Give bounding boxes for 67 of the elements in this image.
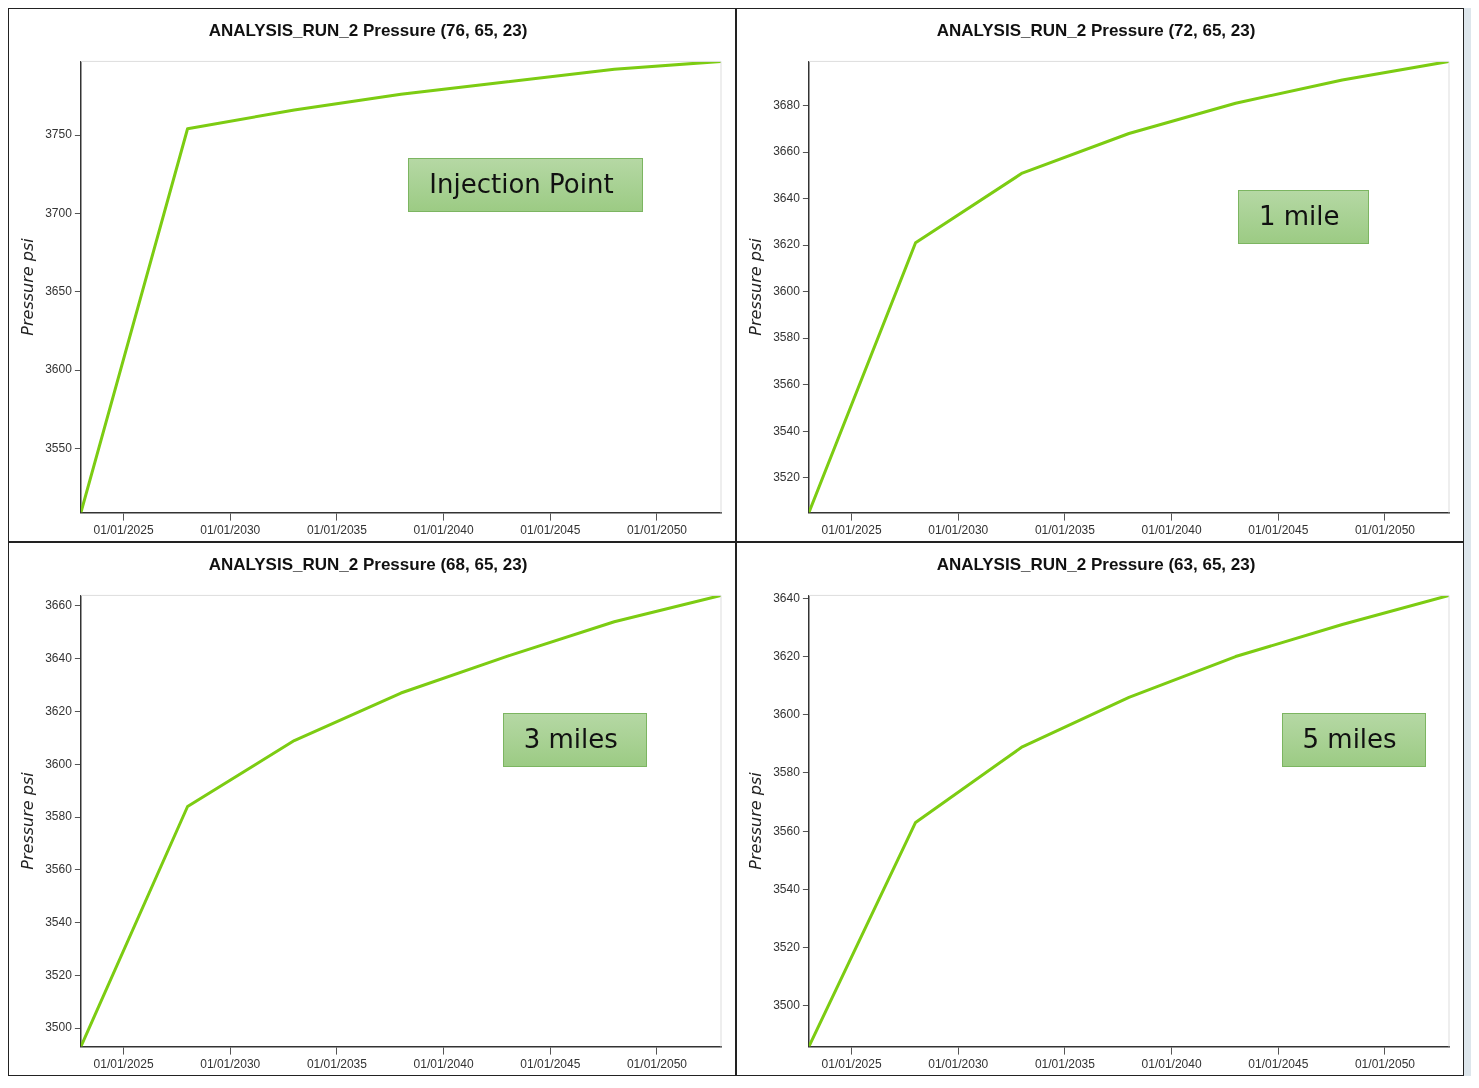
y-tick-label: 3600	[773, 707, 801, 722]
y-tick-label: 3580	[773, 765, 801, 780]
y-axis-title: Pressure psi	[745, 771, 765, 870]
y-axis-title: Pressure psi	[17, 237, 37, 336]
y-tick-label: 3620	[45, 703, 73, 718]
chart-title: ANALYSIS_RUN_2 Pressure (63, 65, 23)	[936, 554, 1256, 574]
y-axis-title: Pressure psi	[17, 771, 37, 870]
chart-title: ANALYSIS_RUN_2 Pressure (68, 65, 23)	[208, 554, 528, 574]
y-tick-label: 3560	[773, 376, 801, 391]
x-tick-label: 01/01/2050	[626, 523, 688, 538]
x-tick-label: 01/01/2035	[306, 523, 368, 538]
y-tick-label: 3560	[773, 823, 801, 838]
y-tick-label: 3600	[773, 283, 801, 298]
x-tick-label: 01/01/2030	[928, 523, 989, 538]
y-tick-label: 3660	[773, 144, 801, 159]
y-tick-label: 3640	[773, 590, 801, 605]
y-tick-label: 3540	[45, 914, 73, 929]
x-tick-label: 01/01/2045	[520, 1057, 581, 1072]
x-tick-label: 01/01/2035	[1034, 523, 1096, 538]
x-tick-label: 01/01/2050	[1354, 1057, 1416, 1072]
x-tick-label: 01/01/2050	[626, 1057, 688, 1072]
y-tick-label: 3600	[45, 756, 73, 771]
x-tick-label: 01/01/2030	[928, 1057, 989, 1072]
annotation: 1 mile	[1237, 189, 1369, 244]
x-tick-label: 01/01/2025	[821, 523, 882, 538]
x-tick-label: 01/01/2040	[413, 523, 474, 538]
y-tick-label: 3620	[773, 237, 801, 252]
x-tick-label: 01/01/2040	[413, 1057, 474, 1072]
chart-title: ANALYSIS_RUN_2 Pressure (76, 65, 23)	[208, 20, 528, 40]
y-tick-label: 3620	[773, 648, 801, 663]
x-tick-label: 01/01/2030	[200, 523, 261, 538]
y-tick-label: 3650	[45, 284, 73, 299]
annotation: 3 miles	[502, 713, 647, 768]
y-tick-label: 3580	[773, 330, 801, 345]
y-tick-label: 3640	[45, 651, 73, 666]
y-tick-label: 3540	[773, 423, 801, 438]
y-tick-label: 3520	[773, 939, 801, 954]
x-tick-label: 01/01/2025	[93, 523, 154, 538]
y-axis-title: Pressure psi	[745, 237, 765, 336]
x-tick-label: 01/01/2045	[520, 523, 581, 538]
x-tick-label: 01/01/2045	[1248, 523, 1309, 538]
y-tick-label: 3600	[45, 362, 73, 377]
y-tick-label: 3680	[773, 97, 801, 112]
y-tick-label: 3660	[45, 598, 73, 613]
x-tick-label: 01/01/2040	[1141, 1057, 1202, 1072]
y-tick-label: 3520	[45, 967, 73, 982]
x-tick-label: 01/01/2025	[821, 1057, 882, 1072]
y-tick-label: 3500	[45, 1020, 73, 1035]
x-tick-label: 01/01/2025	[93, 1057, 154, 1072]
x-tick-label: 01/01/2035	[1034, 1057, 1096, 1072]
annotation: Injection Point	[408, 157, 643, 212]
y-tick-label: 3560	[45, 862, 73, 877]
y-tick-label: 3550	[45, 440, 73, 455]
annotation: 5 miles	[1281, 713, 1426, 768]
x-tick-label: 01/01/2030	[200, 1057, 261, 1072]
y-tick-label: 3520	[773, 470, 801, 485]
x-tick-label: 01/01/2050	[1354, 523, 1416, 538]
x-tick-label: 01/01/2045	[1248, 1057, 1309, 1072]
y-tick-label: 3540	[773, 881, 801, 896]
y-tick-label: 3750	[45, 127, 73, 142]
chart-title: ANALYSIS_RUN_2 Pressure (72, 65, 23)	[936, 20, 1256, 40]
y-tick-label: 3700	[45, 205, 73, 220]
x-tick-label: 01/01/2040	[1141, 523, 1202, 538]
y-tick-label: 3500	[773, 998, 801, 1013]
y-tick-label: 3580	[45, 809, 73, 824]
y-tick-label: 3640	[773, 190, 801, 205]
x-tick-label: 01/01/2035	[306, 1057, 368, 1072]
